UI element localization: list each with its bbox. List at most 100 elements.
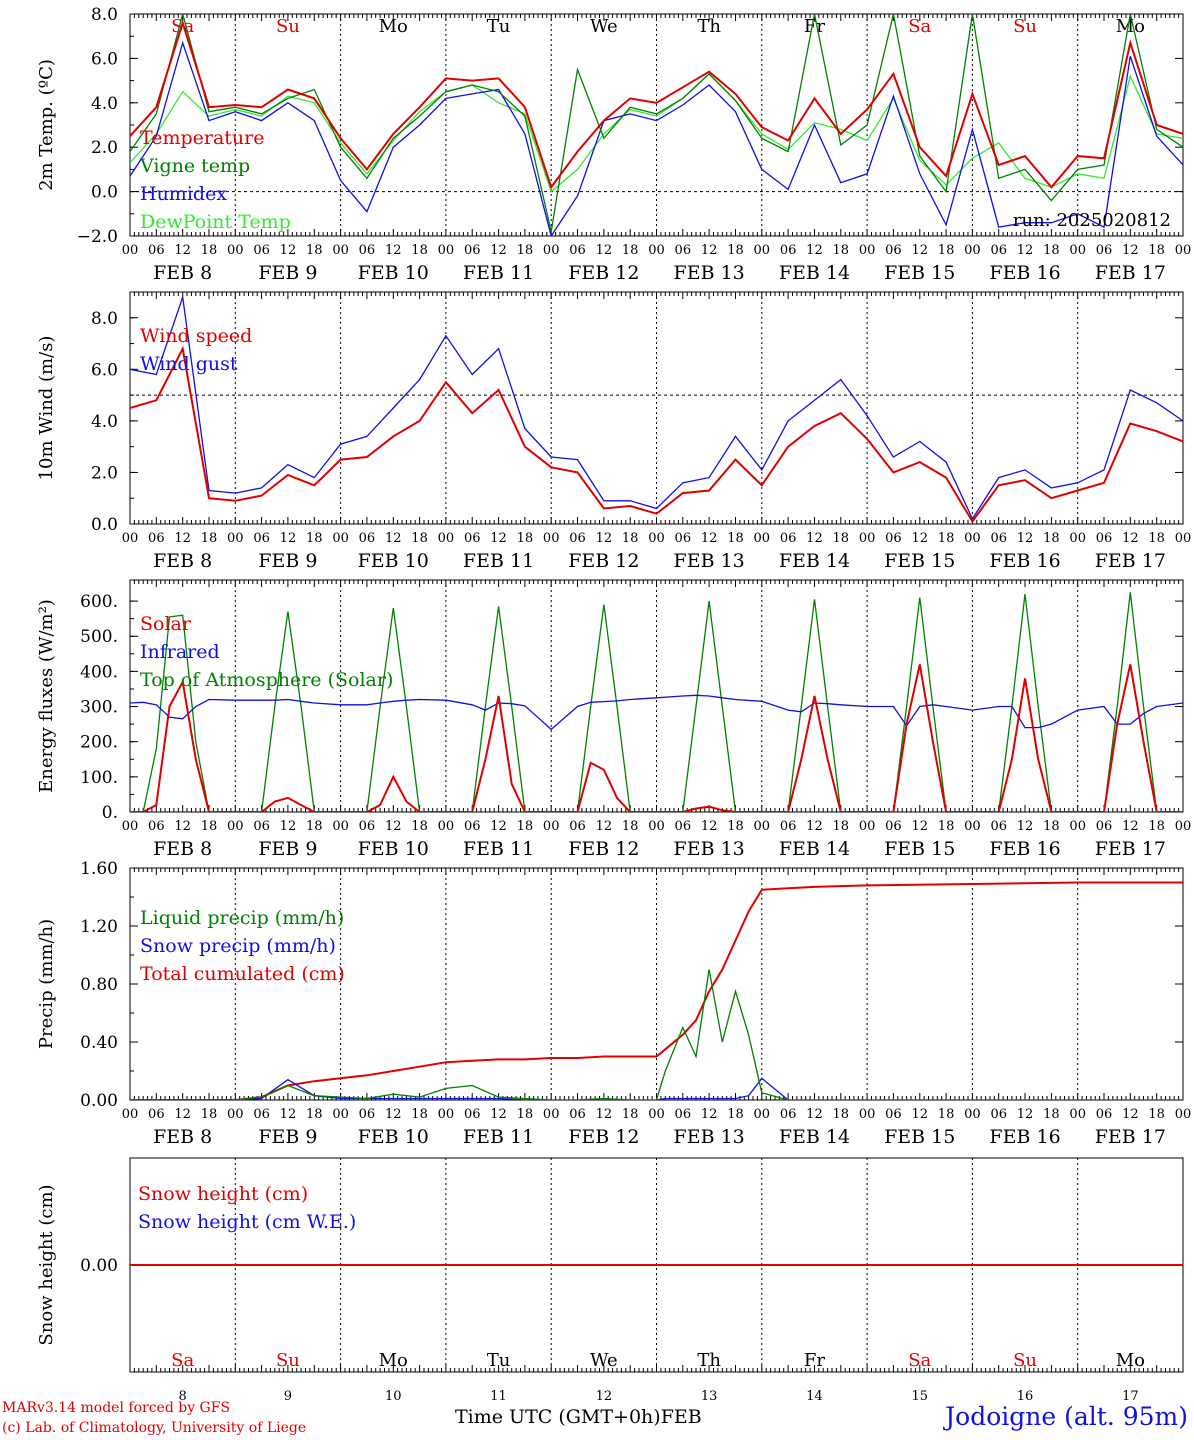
legend-entry: Snow height (cm W.E.) [138,1211,356,1233]
day-name-label: Su [1013,1350,1037,1371]
legend-entry: Vigne temp [139,155,250,177]
hour-label: 18 [1043,819,1060,834]
hour-label: 06 [253,819,270,834]
hour-label: 00 [1069,819,1086,834]
hour-label: 12 [1122,1107,1139,1122]
hour-label: 00 [648,531,665,546]
date-label: FEB 15 [884,1126,955,1148]
hour-label: 12 [1122,819,1139,834]
day-name-label: We [590,16,618,37]
hour-label: 18 [1148,819,1165,834]
hour-label: 00 [438,531,455,546]
y-tick-label: 200. [80,733,118,753]
y-tick-label: 300. [80,698,118,718]
date-label: FEB 14 [779,550,850,572]
hour-label: 06 [569,531,586,546]
series-line-total-cumulated-cm- [130,881,1183,1100]
date-label: FEB 8 [153,1126,212,1148]
hour-label: 12 [596,531,613,546]
y-tick-label: 1.20 [80,917,118,937]
y-tick-label: 0.0 [91,515,118,535]
hour-label: 06 [464,243,481,258]
hour-label: 12 [1122,243,1139,258]
hour-label: 12 [490,243,507,258]
hour-label: 06 [464,531,481,546]
hour-label: 00 [438,1107,455,1122]
date-label: FEB 9 [258,1126,317,1148]
hour-label: 00 [964,1107,981,1122]
y-tick-label: 6.0 [91,360,118,380]
hour-label: 06 [675,819,692,834]
panel-2: 8.0 6.0 4.0 2.0 0.0 10m Wind (m/s) 00 06 12 18 FEB… [36,291,1191,572]
date-label: FEB 16 [989,1126,1060,1148]
hour-label: 18 [622,531,639,546]
hour-label: 00 [227,243,244,258]
hour-label: 00 [332,819,349,834]
date-label: FEB 17 [1095,262,1166,284]
series-line-top-of-atmosphere-solar- [130,592,1183,812]
hour-label: 00 [227,531,244,546]
time-axis-label: Time UTC (GMT+0h)FEB [455,1406,702,1428]
hour-label: 00 [754,531,771,546]
hour-label: 18 [201,243,218,258]
date-label: FEB 14 [779,262,850,284]
hour-label: 06 [780,243,797,258]
date-label: FEB 8 [153,550,212,572]
date-label: FEB 10 [358,262,429,284]
hour-label: 18 [1043,243,1060,258]
hour-label: 12 [701,243,718,258]
date-label: FEB 17 [1095,550,1166,572]
hour-label: 18 [727,531,744,546]
y-tick-label: 0. [102,803,118,823]
hour-label: 12 [911,1107,928,1122]
hour-label: 00 [859,819,876,834]
hour-label: 18 [411,819,428,834]
series-line-wind-speed [130,345,1183,524]
y-tick-label: 0.40 [80,1033,118,1053]
station-label: Jodoigne (alt. 95m) [945,1402,1188,1431]
hour-label: 18 [517,243,534,258]
hour-label: 12 [174,819,191,834]
hour-label: 18 [622,819,639,834]
hour-label: 00 [648,819,665,834]
hour-label: 12 [490,1107,507,1122]
hour-label: 06 [675,531,692,546]
series-line-humidex [130,40,1183,236]
day-name-label: Su [1013,16,1037,37]
hour-label: 00 [648,243,665,258]
hour-label: 12 [1122,531,1139,546]
hour-label: 12 [911,819,928,834]
y-tick-label: 0.80 [80,975,118,995]
x-minor-ticks [129,292,1184,524]
date-label: FEB 15 [884,838,955,860]
legend-entry: Wind speed [140,325,252,347]
panel-3: 600. 500. 400. 300. 200. 100. 0. Energy fluxes … [36,579,1191,860]
date-label: FEB 11 [463,1126,534,1148]
hour-label: 00 [754,819,771,834]
day-separators [234,292,1079,524]
hour-label: 06 [885,243,902,258]
hour-label: 12 [911,531,928,546]
hour-label: 00 [859,1107,876,1122]
legend-entry: Top of Atmosphere (Solar) [140,669,393,691]
hour-label: 06 [990,531,1007,546]
hour-label: 12 [596,1107,613,1122]
legend-entry: Temperature [140,127,264,149]
hour-label: 18 [727,243,744,258]
legend-entry: Infrared [140,641,220,663]
hour-label: 06 [359,243,376,258]
series-line-infrared [130,694,1183,731]
hour-label: 12 [806,243,823,258]
hour-label: 18 [1043,1107,1060,1122]
date-label: FEB 12 [568,1126,639,1148]
day-number-label: 15 [911,1389,928,1404]
hour-label: 18 [201,819,218,834]
series-line-vigne-temp [130,14,1183,232]
date-label: FEB 12 [568,838,639,860]
hour-label: 18 [833,243,850,258]
hour-label: 18 [833,819,850,834]
hour-label: 06 [780,531,797,546]
series-line-solar [130,664,1183,812]
series-line-wind-gust [130,296,1183,521]
hour-label: 06 [464,1107,481,1122]
